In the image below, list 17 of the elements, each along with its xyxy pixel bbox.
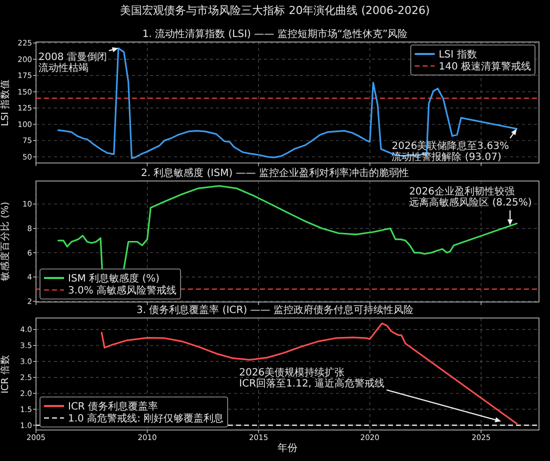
legend-label: ICR 债务利息覆盖率 xyxy=(68,400,158,412)
ref-line-label: 1.0 高危警戒线: 刚好仅够覆盖利息 xyxy=(68,412,224,424)
ref-line-label: 3.0% 高敏感风险警戒线 xyxy=(68,284,177,296)
legend-label: LSI 指数 xyxy=(438,48,477,60)
chart-title: 2. 利息敏感度 (ISM) —— 监控企业盈利对利率冲击的脆弱性 xyxy=(141,167,409,179)
y-axis-title: LSI 指数值 xyxy=(0,78,11,126)
annotation: 2026企业盈利韧性较强远离高敏感风险区 (8.25%) xyxy=(409,185,532,208)
chart-title: 3. 债务利息覆盖率 (ICR) —— 监控政府债务付息可持续性风险 xyxy=(136,304,414,316)
chart-title: 美国宏观债务与市场风险三大指标 20年演化曲线 (2006-2026) xyxy=(120,4,430,17)
legend-label: 140 极速清算警戒线 xyxy=(438,60,531,72)
y-axis-title: 敏感度百分比 (%) xyxy=(0,202,11,282)
y-axis-title: ICR 倍数 xyxy=(0,354,11,394)
annotation: 2026美债规模持续扩张 ICR回落至1.12, 逼近高危警戒线 xyxy=(239,366,385,390)
x-axis-title: 年份 xyxy=(278,442,298,454)
legend-label: ISM 利息敏感度 (%) xyxy=(68,272,160,284)
chart-subtitle: 1. 流动性清算指数 (LSI) —— 监控短期市场“急性休克”风险 xyxy=(142,28,408,40)
annotation: 2008 雷曼倒闭流动性枯竭 xyxy=(38,51,107,74)
